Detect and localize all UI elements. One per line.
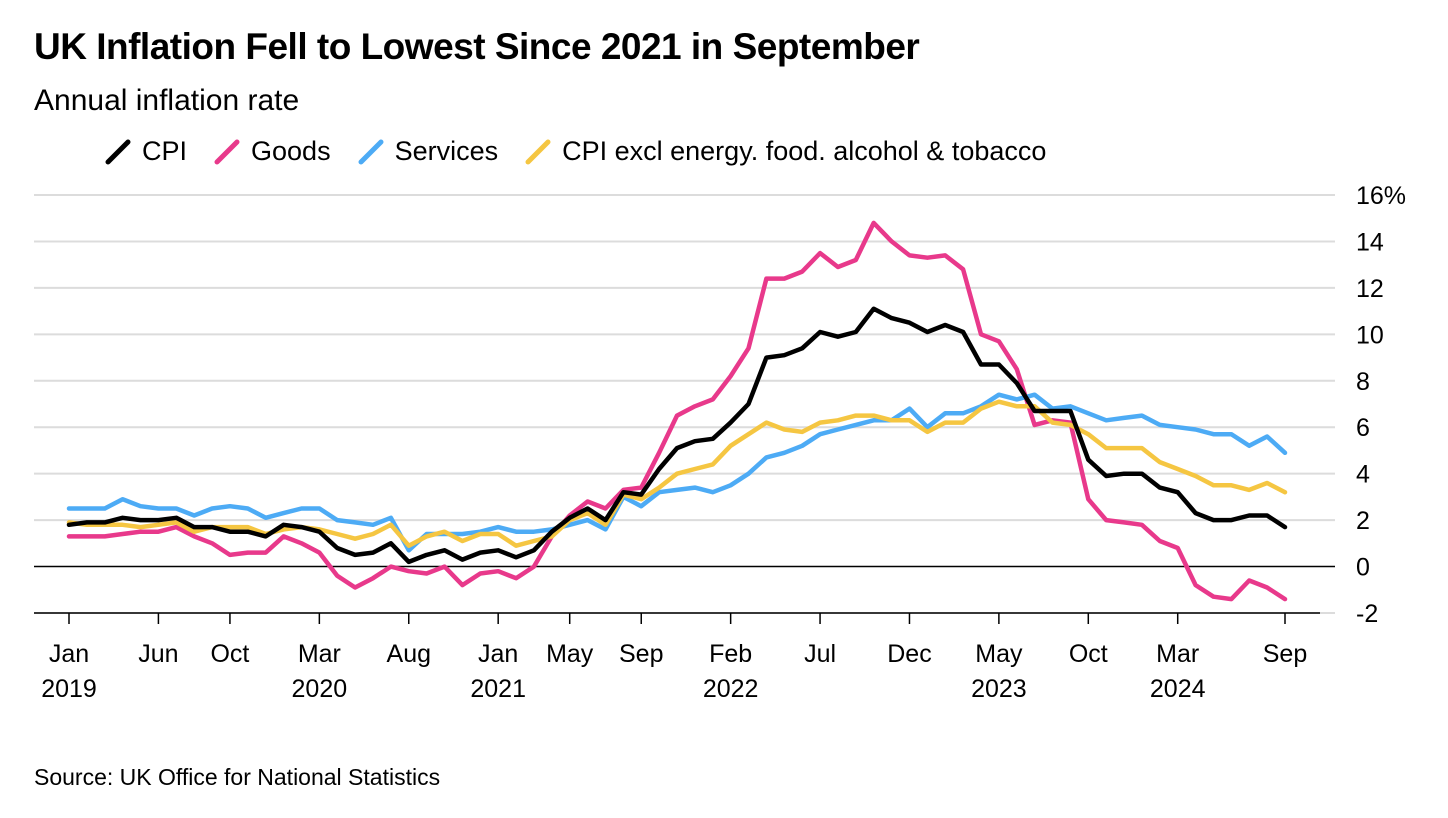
chart-subtitle: Annual inflation rate (34, 84, 300, 117)
x-tick-label: Sep (1263, 640, 1307, 668)
x-tick-label: Dec (887, 640, 931, 668)
legend-swatch (525, 139, 551, 164)
y-tick-label: 0 (1356, 554, 1370, 582)
x-tick-year-label: 2020 (292, 675, 348, 703)
x-tick-label: Mar (298, 640, 341, 668)
x-tick-label: Mar (1156, 640, 1199, 668)
x-tick-year-label: 2024 (1150, 675, 1206, 703)
y-tick-label: 4 (1356, 461, 1370, 489)
x-tick-year-label: 2023 (971, 675, 1027, 703)
y-tick-label: 14 (1356, 228, 1384, 256)
y-tick-label: -2 (1356, 600, 1378, 628)
x-tick-label: May (975, 640, 1023, 668)
y-tick-label: 10 (1356, 321, 1384, 349)
y-tick-label: 16% (1356, 182, 1406, 210)
x-tick-label: Jan (49, 640, 89, 668)
y-tick-label: 8 (1356, 368, 1370, 396)
series-line-cpi (66, 306, 1288, 565)
legend-item: CPI excl energy. food. alcohol & tobacco (524, 136, 1046, 167)
legend-item: CPI (104, 136, 187, 167)
x-tick-label: Feb (709, 640, 752, 668)
x-tick-year-label: 2022 (703, 675, 759, 703)
legend-swatch (214, 139, 240, 164)
x-tick-label: May (546, 640, 594, 668)
legend-label: CPI (142, 136, 188, 166)
x-tick-label: Aug (387, 640, 431, 668)
y-tick-label: 12 (1356, 275, 1384, 303)
legend-label: Goods (251, 136, 331, 166)
x-tick-year-label: 2019 (41, 675, 97, 703)
x-tick-year-label: 2021 (470, 675, 526, 703)
legend-label: CPI excl energy. food. alcohol & tobacco (562, 136, 1047, 166)
legend-item: Goods (213, 136, 331, 167)
legend: CPI Goods Services CPI excl energy. food. a… (104, 136, 1072, 167)
x-tick-label: Sep (619, 640, 663, 668)
series-line-services (66, 392, 1288, 553)
x-tick-label: Jul (804, 640, 836, 668)
legend-swatch (105, 139, 131, 164)
x-tick-label: Oct (1069, 640, 1108, 668)
series-line-goods (66, 220, 1288, 602)
source-note: Source: UK Office for National Statistic… (34, 764, 441, 790)
legend-item: Services (357, 136, 499, 167)
legend-swatch (358, 139, 384, 164)
y-tick-label: 2 (1356, 507, 1370, 535)
x-tick-label: Jan (478, 640, 518, 668)
legend-label: Services (394, 136, 499, 166)
chart-title: UK Inflation Fell to Lowest Since 2021 i… (34, 26, 920, 67)
y-tick-label: 6 (1356, 414, 1370, 442)
x-tick-label: Jun (138, 640, 178, 668)
x-tick-label: Oct (210, 640, 249, 668)
